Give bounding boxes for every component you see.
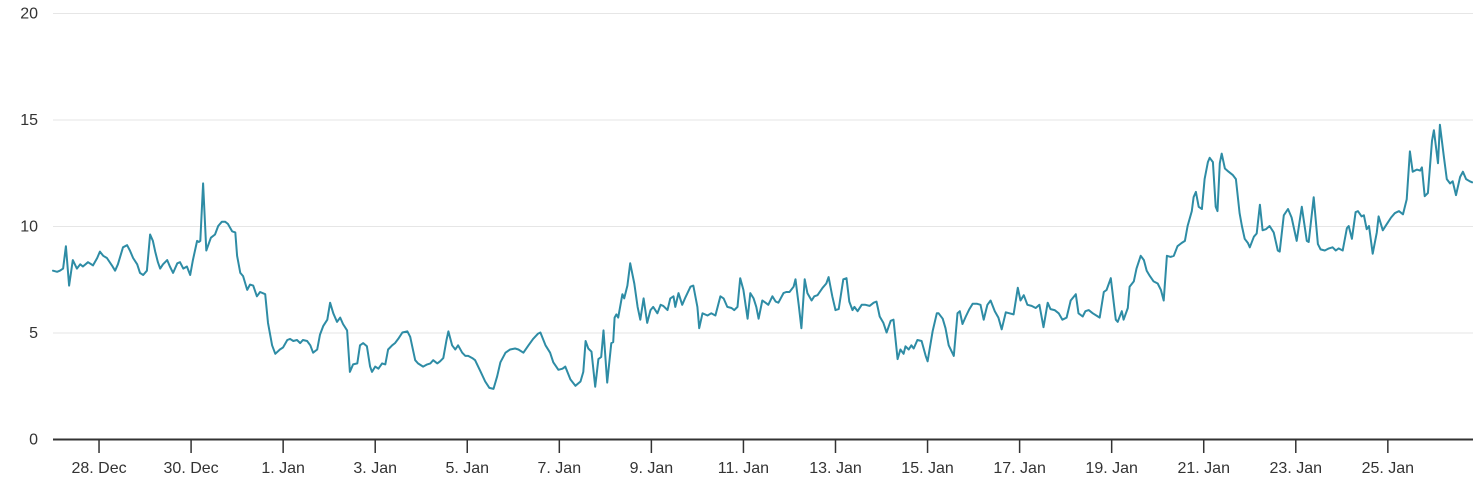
x-axis-label: 28. Dec — [71, 460, 126, 477]
y-axis-label: 20 — [20, 6, 38, 23]
y-axis-label: 10 — [20, 219, 38, 236]
y-axis-label: 5 — [29, 325, 38, 342]
x-axis-label: 11. Jan — [718, 460, 769, 477]
x-axis-label: 30. Dec — [164, 460, 219, 477]
x-axis-label: 19. Jan — [1085, 460, 1137, 477]
y-axis-label: 0 — [29, 432, 38, 449]
x-axis-label: 25. Jan — [1362, 460, 1414, 477]
x-axis-label: 1. Jan — [261, 460, 305, 477]
x-axis-label: 21. Jan — [1177, 460, 1229, 477]
x-axis-label: 17. Jan — [993, 460, 1045, 477]
x-axis-label: 9. Jan — [630, 460, 674, 477]
x-axis-label: 3. Jan — [353, 460, 397, 477]
x-axis-label: 7. Jan — [538, 460, 582, 477]
x-axis-label: 13. Jan — [809, 460, 861, 477]
x-axis-label: 5. Jan — [445, 460, 489, 477]
series-line[interactable] — [52, 123, 1473, 390]
x-axis-label: 23. Jan — [1270, 460, 1322, 477]
y-axis-label: 15 — [20, 112, 38, 129]
x-axis-label: 15. Jan — [901, 460, 953, 477]
